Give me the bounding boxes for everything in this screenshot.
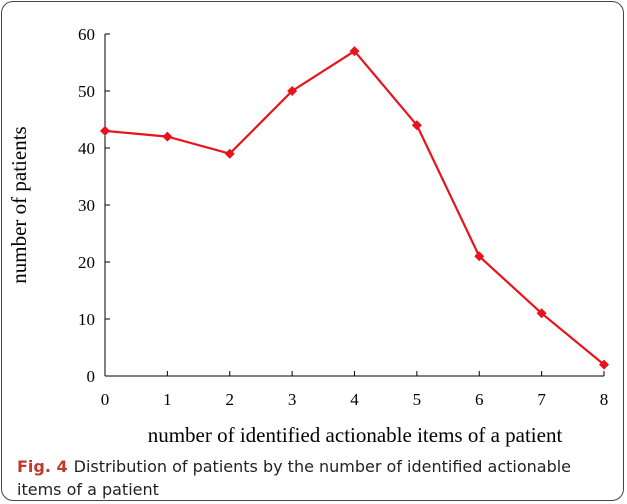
chart: number of identified actionable items of… xyxy=(7,25,609,447)
y-tick-label: 40 xyxy=(78,139,95,158)
caption-text: Distribution of patients by the number o… xyxy=(17,457,572,499)
y-tick-label: 10 xyxy=(78,310,95,329)
y-axis-label: number of patients xyxy=(7,126,31,283)
marker xyxy=(162,131,173,142)
marker xyxy=(536,308,547,319)
y-tick-label: 30 xyxy=(78,196,95,215)
y-tick-label: 0 xyxy=(87,367,96,386)
caption: Fig. 4 Distribution of patients by the nu… xyxy=(17,455,617,501)
x-tick-label: 2 xyxy=(226,390,235,409)
y-tick-label: 50 xyxy=(78,82,95,101)
x-tick-label: 1 xyxy=(163,390,172,409)
marker xyxy=(599,359,609,370)
x-axis-label: number of identified actionable items of… xyxy=(148,423,563,447)
marker xyxy=(411,120,422,131)
x-tick-label: 5 xyxy=(413,390,422,409)
y-tick-label: 60 xyxy=(78,25,95,44)
x-tick-label: 4 xyxy=(350,390,359,409)
x-tick-label: 0 xyxy=(101,390,110,409)
x-tick-label: 6 xyxy=(475,390,484,409)
caption-label: Fig. 4 xyxy=(17,457,68,476)
line xyxy=(104,49,605,366)
marker xyxy=(100,125,110,136)
marker xyxy=(474,251,485,262)
x-tick-label: 8 xyxy=(600,390,609,409)
x-tick-label: 7 xyxy=(537,390,546,409)
y-tick-label: 20 xyxy=(78,253,95,272)
marker xyxy=(287,86,298,96)
marker xyxy=(349,46,360,57)
marker xyxy=(224,148,235,159)
x-tick-label: 3 xyxy=(288,390,297,409)
